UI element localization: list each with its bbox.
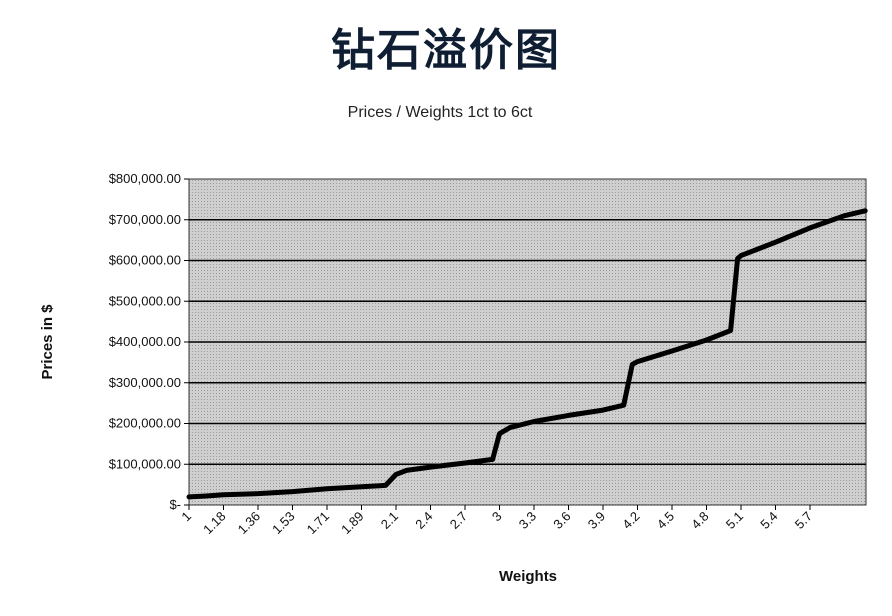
y-axis-ticks: $- $100,000.00 $200,000.00 $300,000.00 $400,… [109, 171, 189, 512]
x-tick-label: 5.7 [792, 509, 815, 532]
x-tick-label: 5.1 [723, 509, 746, 532]
x-tick-label: 4.2 [619, 509, 642, 532]
x-tick-label: 1.53 [269, 509, 298, 538]
x-tick-label: 1.18 [200, 509, 229, 538]
x-tick-label: 4.8 [688, 509, 711, 532]
y-tick-label: $600,000.00 [109, 253, 181, 268]
x-tick-label: 2.1 [378, 509, 401, 532]
x-tick-label: 4.5 [654, 509, 677, 532]
x-tick-label: 1 [178, 509, 194, 525]
x-tick-label: 3.3 [516, 509, 539, 532]
x-tick-label: 5.4 [757, 509, 780, 532]
x-tick-label: 3 [489, 509, 505, 525]
y-axis-label: Prices in $ [39, 304, 56, 380]
x-tick-label: 1.71 [304, 509, 333, 538]
y-tick-label: $800,000.00 [109, 171, 181, 186]
x-tick-label: 2.4 [412, 509, 435, 532]
x-axis-label: Weights [499, 568, 557, 585]
y-tick-label: $100,000.00 [109, 456, 181, 471]
chart-title: Prices / Weights 1ct to 6ct [347, 104, 533, 121]
y-tick-label: $700,000.00 [109, 212, 181, 227]
y-tick-label: $- [169, 497, 181, 512]
y-tick-label: $400,000.00 [109, 334, 181, 349]
y-tick-label: $300,000.00 [109, 375, 181, 390]
x-tick-label: 3.6 [550, 509, 573, 532]
main-heading: 钻石溢价图 [331, 25, 561, 76]
x-tick-label: 1.89 [338, 509, 367, 538]
x-axis-ticks: 1 1.18 1.36 1.53 1.71 1.89 2.1 2.4 2.7 3 3.3 3.6 3.9… [178, 505, 815, 537]
y-tick-label: $200,000.00 [109, 416, 181, 431]
x-tick-label: 1.36 [235, 509, 264, 538]
series-line [186, 208, 868, 500]
y-tick-label: $500,000.00 [109, 293, 181, 308]
x-tick-label: 3.9 [585, 509, 608, 532]
gridlines [189, 219, 866, 465]
x-tick-label: 2.7 [447, 509, 470, 532]
